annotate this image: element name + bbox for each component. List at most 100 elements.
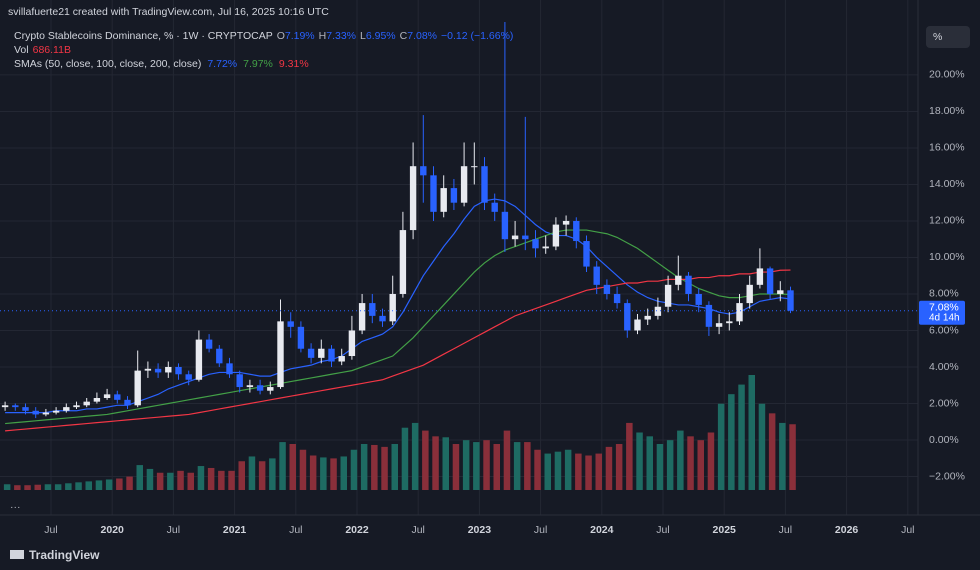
volume-bar [636, 432, 643, 490]
volume-bar [54, 484, 62, 490]
unit-button-label[interactable]: % [933, 31, 942, 43]
candle-body [267, 387, 274, 391]
candle-body [562, 220, 570, 225]
y-tick-label: 4.00% [929, 361, 959, 373]
volume-bar [401, 427, 409, 490]
candle-body [420, 166, 427, 176]
candle-body [379, 315, 386, 322]
volume-bar [432, 436, 439, 490]
logo [10, 550, 24, 559]
volume-bar [626, 422, 633, 490]
candle-body [746, 284, 753, 304]
volume-bar [666, 440, 674, 490]
candle-body [287, 321, 294, 327]
volume-bar [146, 468, 154, 490]
candle-body [715, 323, 723, 327]
volume-bar [197, 466, 205, 490]
x-tick-label: Jul [901, 524, 914, 536]
candle-body [12, 405, 19, 408]
candle-body [756, 268, 764, 285]
candle-body [522, 235, 529, 240]
volume-bar [34, 484, 41, 490]
credit: svillafuerte21 created with TradingView.… [8, 6, 329, 18]
volume-bar [340, 456, 347, 490]
volume-title: Vol [14, 44, 29, 56]
symbol-title: Crypto Stablecoins Dominance, % · 1W · C… [14, 30, 273, 42]
candle-body [205, 339, 213, 349]
candle-body [93, 398, 101, 402]
x-tick-label: Jul [534, 524, 547, 536]
candle-body [216, 348, 223, 364]
candle-body [603, 284, 611, 294]
volume-bar [411, 422, 419, 490]
ohlc-change: −0.12 (−1.66%) [441, 30, 513, 42]
volume-bar [748, 375, 755, 490]
volume-bar [758, 403, 766, 490]
candle-body [460, 166, 468, 203]
axis-labels: −2.00% 0.00% 2.00% 4.00% 6.00% 8.00% 10.00% 12.… [44, 69, 965, 536]
candle-body [583, 241, 590, 267]
candle-body [348, 330, 356, 357]
volume-bar [371, 444, 378, 490]
volume-bar [218, 470, 225, 490]
candle-body [573, 220, 580, 242]
candle-body [511, 235, 519, 240]
candle-body [195, 339, 203, 380]
candle-body [644, 315, 651, 320]
candle-body [338, 356, 345, 362]
volume-bar [258, 461, 266, 490]
volume-bar [248, 456, 256, 490]
volume-bar [503, 430, 511, 490]
x-tick-label: 2025 [713, 524, 737, 536]
candle-body [787, 290, 794, 311]
x-tick-label: 2020 [101, 524, 125, 536]
volume-bar [309, 455, 317, 490]
ohlc-value: 7.19% [285, 30, 315, 42]
volume-bar [187, 472, 194, 490]
volume-bar [544, 453, 551, 490]
volume-bar [279, 442, 286, 490]
volume-bar [289, 444, 296, 490]
x-tick-label: 2024 [590, 524, 614, 536]
ohlc-prefix: C [400, 30, 408, 42]
unit-button[interactable] [926, 26, 970, 48]
candle-body [52, 410, 60, 413]
volume-bar [646, 436, 653, 490]
volume-bar [789, 424, 796, 490]
volume-bar [167, 472, 174, 490]
volume-bar [452, 444, 460, 490]
countdown: 4d 14h [929, 312, 960, 323]
volume-bar [462, 440, 470, 490]
volume-bar [44, 484, 52, 490]
candle-body [593, 266, 600, 285]
sma-line [5, 229, 791, 425]
sma-value: 7.97% [243, 58, 273, 70]
candle-body [450, 188, 458, 203]
volume-bar [677, 430, 684, 490]
y-tick-label: 8.00% [929, 288, 959, 300]
x-tick-label: 2021 [223, 524, 247, 536]
x-tick-label: Jul [289, 524, 302, 536]
candle-body [226, 363, 233, 375]
volume-bar [554, 451, 562, 490]
y-tick-label: 14.00% [929, 178, 965, 190]
candle-body [236, 374, 243, 388]
candle-body [481, 166, 488, 203]
candle-body [358, 303, 366, 331]
candle-body [144, 368, 152, 371]
volume-bar [442, 437, 449, 490]
volume-bar [707, 432, 715, 490]
x-tick-label: Jul [167, 524, 180, 536]
volume-bar [136, 465, 143, 490]
x-tick-label: Jul [656, 524, 669, 536]
volume-bar [299, 449, 307, 490]
candle-body [134, 370, 141, 406]
ohlc-value: 7.33% [326, 30, 356, 42]
y-tick-label: 0.00% [929, 434, 959, 446]
candle-body [705, 304, 713, 327]
more-button[interactable]: ··· [10, 501, 21, 513]
volume-bar [207, 467, 215, 490]
x-tick-label: 2026 [835, 524, 859, 536]
brand: TradingView [29, 548, 100, 562]
